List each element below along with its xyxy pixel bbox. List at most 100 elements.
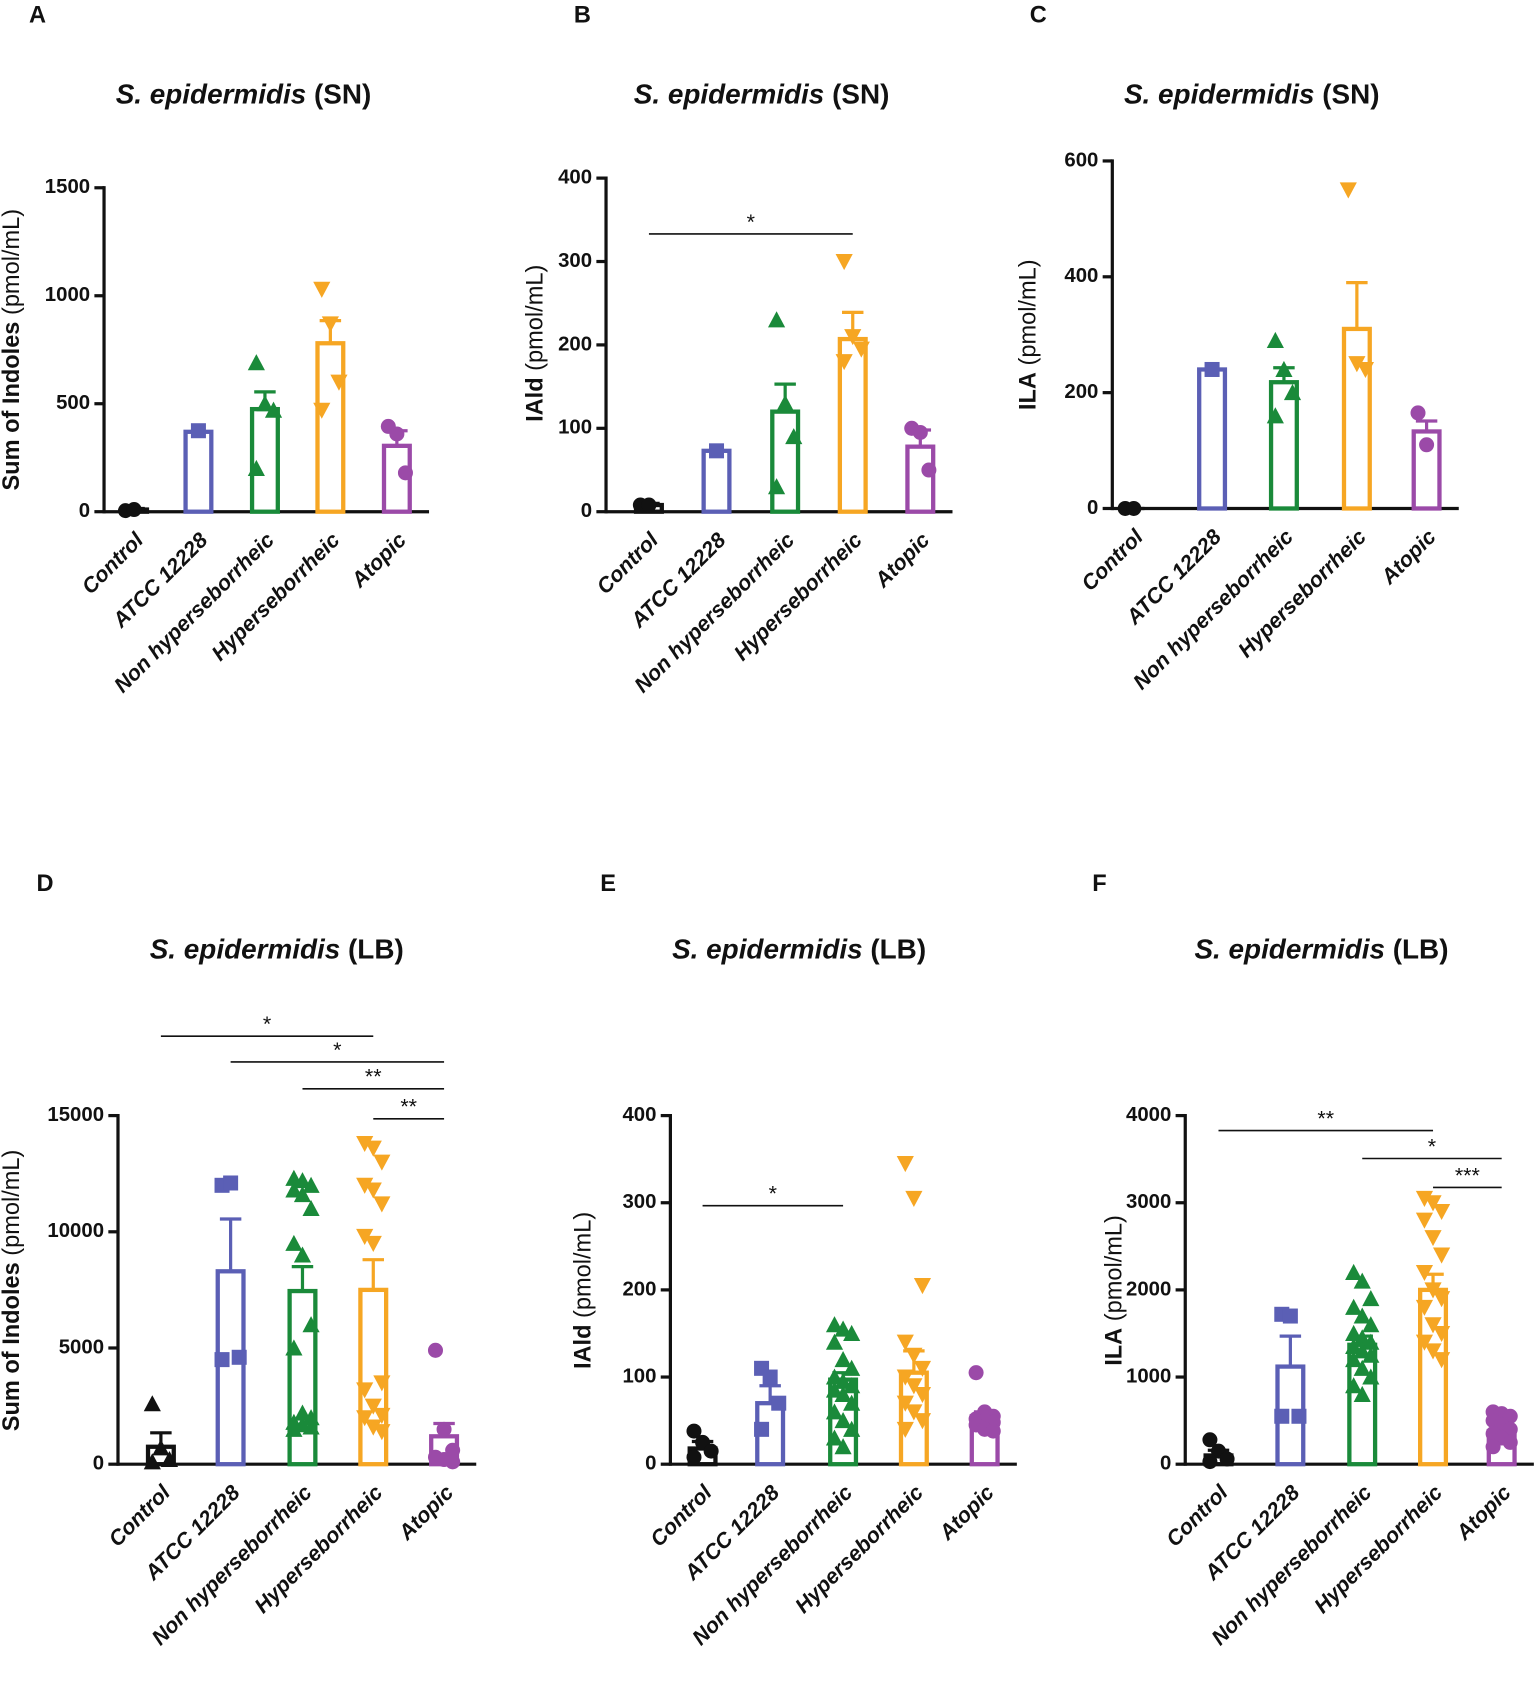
y-label-name: IAld	[570, 1325, 596, 1370]
bar	[905, 444, 936, 514]
data-point	[264, 401, 283, 418]
data-point	[1419, 437, 1435, 453]
title-species: S. epidermidis	[116, 79, 307, 110]
data-point	[1424, 1195, 1442, 1212]
data-point	[754, 1421, 770, 1437]
data-point	[913, 1386, 932, 1404]
data-point	[905, 1378, 923, 1395]
data-point	[247, 354, 265, 371]
title-medium: (LB)	[1393, 934, 1449, 965]
data-point	[373, 1196, 391, 1213]
data-point	[834, 1372, 852, 1389]
data-point	[1433, 1291, 1451, 1308]
y-axis-label: Sum of Indoles (pmol/mL)	[0, 1150, 24, 1432]
data-point	[1356, 361, 1375, 379]
data-point	[223, 1175, 239, 1191]
panel-label: A	[29, 1, 46, 27]
bar	[1418, 1287, 1449, 1467]
data-point	[445, 1454, 461, 1470]
chart-title: S. epidermidis (LB)	[1194, 934, 1448, 965]
data-point	[285, 1181, 303, 1198]
data-point	[896, 1369, 914, 1386]
data-point	[285, 1339, 303, 1356]
chart-title: S. epidermidis (SN)	[116, 79, 372, 110]
data-point	[686, 1449, 702, 1465]
data-point	[436, 1421, 452, 1437]
x-tick-label: Hyperseborrheic	[790, 1480, 928, 1618]
data-point	[1415, 1190, 1434, 1207]
data-point	[1282, 1308, 1298, 1324]
data-point	[1219, 1451, 1235, 1467]
error-bar	[1346, 280, 1368, 329]
data-point	[214, 1352, 230, 1368]
x-tick-label: Hyperseborrheic	[207, 528, 345, 666]
title-species: S. epidermidis	[150, 934, 341, 965]
bar	[1341, 326, 1372, 511]
data-point	[921, 462, 937, 478]
data-point	[771, 1395, 787, 1411]
significance-label: *	[769, 1182, 777, 1206]
data-point	[293, 1246, 312, 1263]
data-point	[427, 1342, 443, 1358]
data-point	[912, 424, 928, 440]
data-point	[313, 281, 331, 298]
data-point	[1202, 1432, 1218, 1448]
bar	[315, 341, 346, 514]
data-point	[913, 1278, 932, 1295]
data-point	[843, 1394, 861, 1411]
data-point	[356, 1135, 374, 1153]
error-bar	[759, 1384, 781, 1404]
data-point	[356, 1382, 374, 1399]
data-point	[373, 1424, 391, 1441]
y-tick-label: 0	[93, 1453, 104, 1475]
data-point	[896, 1421, 914, 1438]
title-species: S. epidermidis	[672, 934, 863, 965]
data-point	[285, 1420, 303, 1437]
significance-label: *	[333, 1038, 341, 1062]
title-medium: (LB)	[870, 934, 926, 965]
x-tick-label: Atopic	[934, 1480, 999, 1545]
data-point	[896, 1334, 914, 1351]
data-point	[160, 1450, 179, 1468]
data-point	[152, 1439, 170, 1456]
data-point	[1345, 1351, 1363, 1368]
error-bar	[1279, 1334, 1302, 1367]
data-point	[143, 1453, 161, 1470]
significance-label: **	[400, 1095, 417, 1119]
data-point	[896, 1395, 914, 1412]
y-tick-label: 4000	[1126, 1104, 1171, 1126]
data-point	[1202, 1454, 1218, 1470]
error-bar	[362, 1258, 384, 1290]
data-point	[1362, 1290, 1380, 1307]
y-axis-label: IAld (pmol/mL)	[522, 265, 548, 422]
y-tick-label: 1000	[45, 284, 90, 306]
data-point	[389, 426, 405, 442]
data-point	[1345, 1298, 1363, 1315]
data-point	[190, 423, 206, 439]
data-point	[843, 1420, 861, 1437]
x-tick-label: Hyperseborrheic	[1310, 1480, 1448, 1618]
data-point	[825, 1316, 844, 1333]
data-point	[364, 1235, 382, 1252]
data-point	[1353, 1342, 1371, 1359]
y-tick-label: 400	[558, 166, 592, 188]
x-tick-label: Hyperseborrheic	[250, 1480, 388, 1618]
x-tick-label: Control	[104, 1480, 176, 1552]
data-point	[364, 1398, 382, 1415]
significance-label: **	[365, 1065, 382, 1089]
y-tick-label: 0	[645, 1453, 656, 1475]
data-point	[1348, 356, 1366, 373]
x-tick-label: Atopic	[1451, 1480, 1516, 1545]
data-point	[1353, 1329, 1371, 1346]
y-label-name: Sum of Indoles	[0, 322, 24, 491]
error-bar	[219, 1217, 242, 1272]
data-point	[686, 1423, 702, 1439]
data-point	[843, 1324, 861, 1341]
y-axis-label: ILA (pmol/mL)	[1101, 1215, 1127, 1366]
y-label-unit: (pmol/mL)	[1015, 259, 1041, 365]
y-tick-label: 600	[1064, 149, 1098, 171]
data-point	[768, 478, 786, 495]
data-point	[1266, 331, 1284, 349]
panel-label: E	[600, 870, 616, 896]
